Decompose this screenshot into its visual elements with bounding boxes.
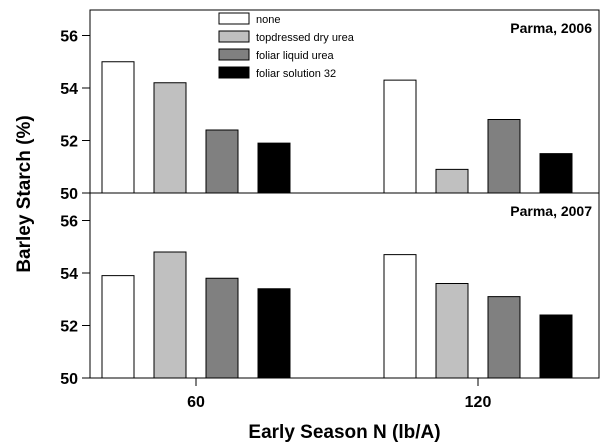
- bar-p2-s4-c2: [539, 314, 573, 379]
- y-tick-label-p2-1: 50: [60, 371, 78, 388]
- panel-1: 50 52 54 56 Parma, 2006: [60, 9, 600, 203]
- legend-swatch-3: [218, 48, 250, 61]
- legend-swatch-1: [218, 12, 250, 25]
- bar-p1-s3-c1: [205, 129, 239, 194]
- y-tick-label-p2-2: 52: [60, 319, 78, 336]
- x-axis: 60 120: [187, 378, 491, 411]
- panel-title-2: Parma, 2007: [510, 203, 592, 219]
- bar-p2-s2-c2: [435, 283, 469, 379]
- y-tick-label-p2-3: 54: [60, 266, 78, 283]
- panel-title-1: Parma, 2006: [510, 20, 592, 36]
- bar-p1-s4-c1: [257, 142, 291, 194]
- bar-p1-s1-c2: [383, 79, 417, 194]
- y-axis-title: Barley Starch (%): [14, 115, 35, 272]
- y-tick-label-p1-2: 52: [60, 134, 78, 151]
- bar-p2-s3-c2: [487, 296, 521, 379]
- panel-frame-2: [89, 192, 600, 379]
- bar-p1-s2-c1: [153, 82, 187, 194]
- bar-p2-s1-c2: [383, 254, 417, 379]
- legend-label-2: topdressed dry urea: [256, 32, 355, 44]
- panel-2: 50 52 54 56 Parma, 2007: [60, 192, 600, 388]
- legend-swatch-4: [218, 66, 250, 79]
- bar-p2-s2-c1: [153, 251, 187, 379]
- x-axis-title: Early Season N (lb/A): [248, 422, 440, 443]
- legend-label-3: foliar liquid urea: [256, 50, 335, 62]
- x-tick-label-1: 60: [187, 394, 205, 411]
- y-tick-label-p1-4: 56: [60, 29, 78, 46]
- bar-p2-s1-c1: [101, 275, 135, 379]
- legend-swatch-2: [218, 30, 250, 43]
- y-tick-label-p2-4: 56: [60, 214, 78, 231]
- y-tick-label-p1-1: 50: [60, 186, 78, 203]
- x-tick-label-2: 120: [465, 394, 492, 411]
- bar-p1-s4-c2: [539, 153, 573, 194]
- legend-label-4: foliar solution 32: [256, 68, 336, 80]
- chart-panels: 50 52 54 56 Parma, 2006 50 52 54 56 Parma, 2007: [60, 9, 600, 388]
- bar-p1-s3-c2: [487, 119, 521, 194]
- bar-p2-s3-c1: [205, 277, 239, 379]
- legend-label-1: none: [256, 14, 280, 26]
- bar-p2-s4-c1: [257, 288, 291, 379]
- legend: none topdressed dry urea foliar liquid ure…: [218, 12, 355, 80]
- bar-p1-s2-c2: [435, 168, 469, 194]
- bar-p1-s1-c1: [101, 61, 135, 194]
- y-tick-label-p1-3: 54: [60, 81, 78, 98]
